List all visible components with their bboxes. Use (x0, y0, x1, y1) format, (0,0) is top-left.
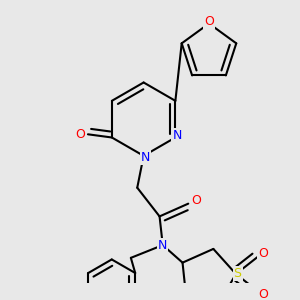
Text: O: O (258, 247, 268, 260)
Text: O: O (258, 288, 268, 300)
Text: N: N (158, 238, 167, 252)
Text: N: N (172, 129, 182, 142)
Text: O: O (191, 194, 201, 207)
Text: N: N (140, 151, 150, 164)
Text: O: O (75, 128, 85, 141)
Text: S: S (233, 268, 242, 281)
Text: O: O (204, 15, 214, 28)
